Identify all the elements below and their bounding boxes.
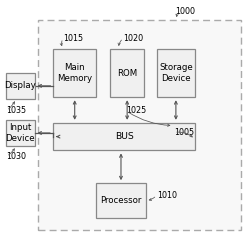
Text: 1025: 1025: [126, 106, 146, 115]
Text: BUS: BUS: [115, 132, 134, 141]
Bar: [6, 73, 34, 99]
Text: Input
Device: Input Device: [6, 123, 35, 143]
Bar: [38, 20, 241, 230]
Bar: [96, 183, 146, 218]
Text: Display: Display: [4, 81, 36, 90]
Text: 1000: 1000: [175, 7, 195, 16]
Text: Processor: Processor: [100, 196, 142, 205]
Text: 1015: 1015: [63, 34, 83, 43]
Bar: [6, 120, 34, 146]
Text: 1010: 1010: [157, 191, 177, 200]
Bar: [53, 123, 195, 150]
Text: 1035: 1035: [6, 106, 26, 115]
Text: Main
Memory: Main Memory: [57, 63, 92, 83]
Text: 1020: 1020: [124, 34, 144, 43]
Bar: [110, 49, 144, 97]
Text: ROM: ROM: [117, 69, 137, 78]
Text: 1030: 1030: [6, 152, 26, 161]
Text: Storage
Device: Storage Device: [159, 63, 193, 83]
Bar: [53, 49, 96, 97]
Bar: [157, 49, 195, 97]
Text: 1005: 1005: [174, 128, 194, 137]
